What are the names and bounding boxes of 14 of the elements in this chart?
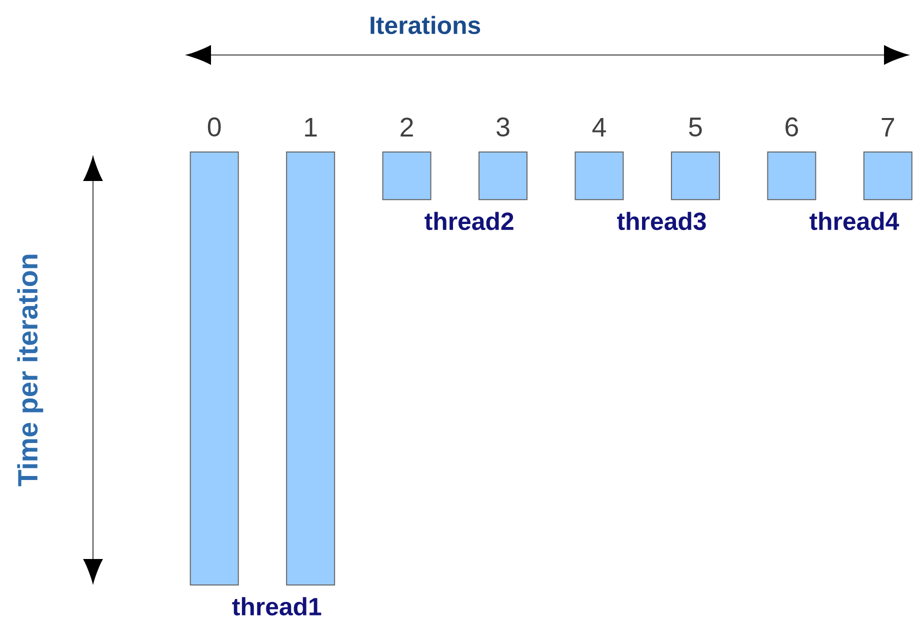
annotation: thread2 (424, 212, 514, 230)
x-axis-title: Iterations (370, 16, 480, 34)
x-tick-label: 6 (786, 117, 798, 136)
x-tick-label: 7 (882, 118, 894, 136)
text: thread1 (232, 597, 322, 616)
x-tick-label: 3 (496, 117, 510, 136)
x-tick-label: 1 (305, 118, 317, 136)
annotation: thread3 (617, 212, 706, 230)
x-tick-label: 2 (400, 118, 413, 136)
x-tick-label: 0 (208, 117, 221, 136)
x-tick-label: 5 (689, 118, 702, 136)
y-axis-title: Time per iteration (17, 254, 44, 486)
x-tick-label: 4 (592, 118, 606, 136)
annotation: thread4 (810, 212, 900, 230)
